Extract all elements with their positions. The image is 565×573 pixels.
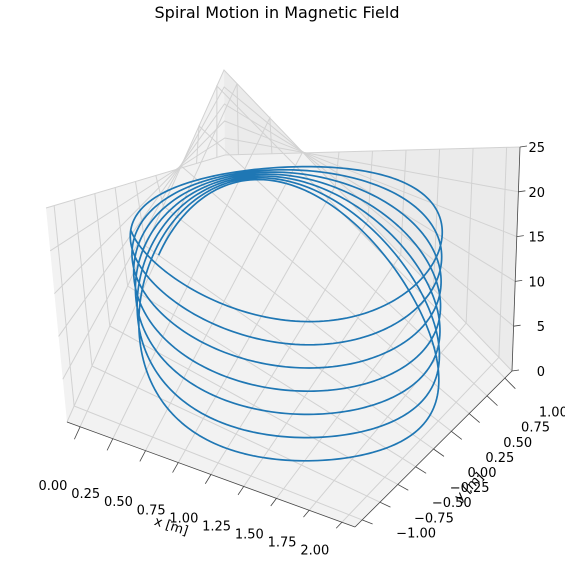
x-tick-label-0: 0.00 xyxy=(38,479,67,494)
x-tick-mark-8 xyxy=(336,522,342,528)
y-tick-label-2: −0.50 xyxy=(432,496,472,511)
y-tick-mark-0 xyxy=(362,520,372,524)
y-tick-label-3: −0.25 xyxy=(450,481,490,496)
y-tick-mark-4 xyxy=(434,449,444,456)
x-tick-label-8: 2.00 xyxy=(300,544,329,559)
y-tick-mark-7 xyxy=(487,396,497,406)
z-tick-mark-5 xyxy=(520,146,527,147)
axis-panes xyxy=(46,70,520,527)
z-tick-label-0: 0 xyxy=(537,365,545,380)
y-tick-label-0: −1.00 xyxy=(396,526,436,541)
y-tick-label-6: 0.50 xyxy=(503,436,532,451)
y-tick-mark-1 xyxy=(380,502,390,507)
z-tick-mark-2 xyxy=(515,280,522,281)
x-tick-label-5: 1.25 xyxy=(202,519,231,534)
y-tick-mark-5 xyxy=(451,431,461,439)
y-tick-mark-6 xyxy=(469,414,479,423)
x-tick-mark-6 xyxy=(271,498,277,506)
y-tick-label-5: 0.25 xyxy=(485,451,514,466)
x-tick-label-7: 1.75 xyxy=(268,536,297,551)
x-tick-mark-3 xyxy=(173,463,179,473)
z-tick-label-2: 10 xyxy=(528,275,545,290)
x-tick-mark-1 xyxy=(107,439,113,451)
y-tick-mark-8 xyxy=(505,378,515,389)
z-tick-mark-1 xyxy=(514,325,521,326)
y-tick-mark-2 xyxy=(398,484,408,490)
z-tick-label-3: 15 xyxy=(528,231,545,246)
z-tick-mark-3 xyxy=(517,236,524,237)
x-tick-mark-5 xyxy=(238,486,244,494)
z-tick-label-1: 5 xyxy=(537,320,545,335)
x-tick-label-2: 0.50 xyxy=(104,495,133,510)
z-tick-mark-4 xyxy=(518,191,525,192)
y-tick-label-1: −0.75 xyxy=(414,511,454,526)
z-tick-mark-0 xyxy=(512,370,519,371)
y-tick-label-7: 0.75 xyxy=(521,421,550,436)
y-tick-label-8: 1.00 xyxy=(539,406,565,421)
chart-title: Spiral Motion in Magnetic Field xyxy=(155,3,400,22)
x-tick-mark-7 xyxy=(303,510,309,517)
x-tick-mark-4 xyxy=(205,475,211,484)
y-tick-mark-3 xyxy=(416,467,426,474)
x-tick-mark-0 xyxy=(74,427,80,439)
y-tick-label-4: 0.00 xyxy=(468,466,497,481)
x-tick-label-6: 1.50 xyxy=(235,528,264,543)
x-tick-label-3: 0.75 xyxy=(137,503,166,518)
x-tick-mark-2 xyxy=(140,451,146,462)
z-tick-label-5: 25 xyxy=(528,141,545,156)
x-tick-label-4: 1.00 xyxy=(169,511,198,526)
x-tick-label-1: 0.25 xyxy=(71,487,100,502)
z-tick-label-4: 20 xyxy=(528,186,545,201)
